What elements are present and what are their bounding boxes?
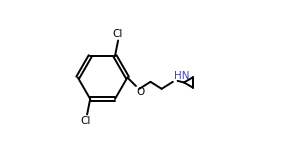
Text: Cl: Cl <box>80 116 91 126</box>
Text: Cl: Cl <box>112 29 123 39</box>
Text: O: O <box>137 87 145 97</box>
Text: HN: HN <box>173 71 189 81</box>
